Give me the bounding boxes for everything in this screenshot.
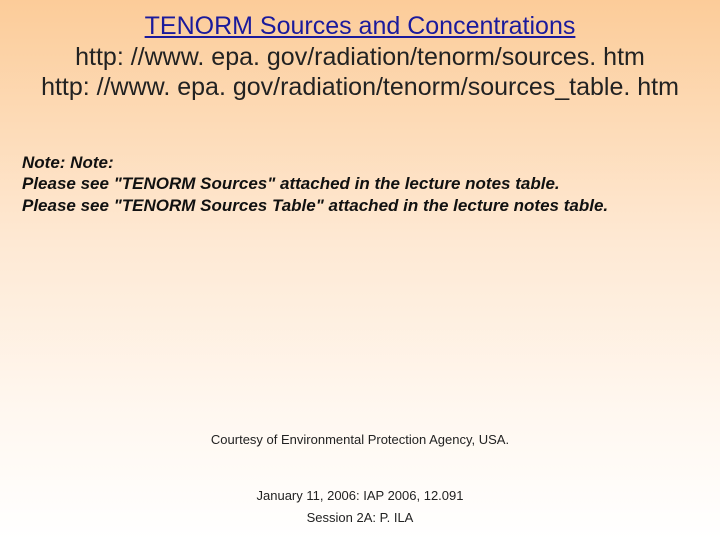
slide-title: TENORM Sources and Concentrations [0, 0, 720, 41]
url-block: http: //www. epa. gov/radiation/tenorm/s… [0, 43, 720, 102]
note-line-3: Please see "TENORM Sources Table" attach… [22, 195, 698, 216]
url-line-1: http: //www. epa. gov/radiation/tenorm/s… [20, 43, 700, 73]
note-line-2: Please see "TENORM Sources" attached in … [22, 173, 698, 194]
footer-line-1: January 11, 2006: IAP 2006, 12.091 [0, 488, 720, 503]
url-line-2: http: //www. epa. gov/radiation/tenorm/s… [20, 73, 700, 103]
courtesy-text: Courtesy of Environmental Protection Age… [0, 432, 720, 447]
note-block: Note: Note: Please see "TENORM Sources" … [0, 152, 720, 216]
slide: TENORM Sources and Concentrations http: … [0, 0, 720, 540]
note-line-1: Note: Note: [22, 152, 698, 173]
footer-line-2: Session 2A: P. ILA [0, 510, 720, 525]
